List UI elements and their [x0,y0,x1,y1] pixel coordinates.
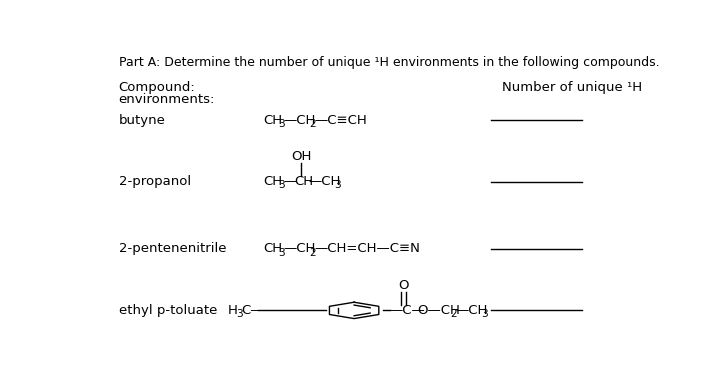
Text: —CH: —CH [284,242,316,255]
Text: ethyl p-toluate: ethyl p-toluate [119,304,217,317]
Text: 2-pentenenitrile: 2-pentenenitrile [119,242,226,255]
Text: environments:: environments: [119,93,215,106]
Text: O—CH: O—CH [417,304,460,317]
Text: —C—: —C— [390,304,426,317]
Text: 2: 2 [450,309,457,319]
Text: H: H [228,304,238,317]
Text: 2: 2 [309,119,315,129]
Text: 3: 3 [481,309,488,319]
Text: —CH=CH—C≡N: —CH=CH—C≡N [314,242,420,255]
Text: butyne: butyne [119,114,165,127]
Text: 3: 3 [279,180,286,190]
Text: —CH: —CH [309,175,341,188]
Text: Number of unique ¹H: Number of unique ¹H [502,81,642,94]
Text: CH: CH [264,175,283,188]
Text: CH: CH [294,175,313,188]
Text: C—: C— [241,304,264,317]
Text: O: O [398,279,409,292]
Text: Compound:: Compound: [119,81,195,94]
Text: CH: CH [264,242,283,255]
Text: 2: 2 [309,248,315,258]
Text: —CH: —CH [456,304,488,317]
Text: Part A: Determine the number of unique ¹H environments in the following compound: Part A: Determine the number of unique ¹… [119,56,659,69]
Text: 3: 3 [235,309,243,319]
Text: —CH: —CH [284,114,316,127]
Text: 3: 3 [334,180,341,190]
Text: —C≡CH: —C≡CH [314,114,367,127]
Text: 3: 3 [279,119,286,129]
Text: —: — [284,175,297,188]
Text: 3: 3 [279,248,286,258]
Text: 2-propanol: 2-propanol [119,175,191,188]
Text: OH: OH [291,150,312,163]
Text: CH: CH [264,114,283,127]
